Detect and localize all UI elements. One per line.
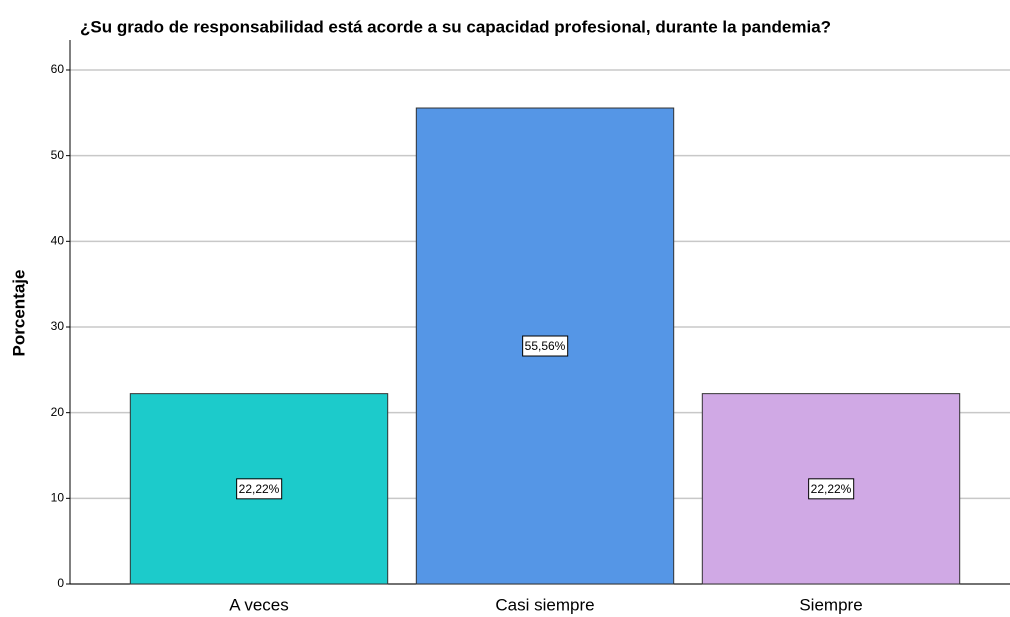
value-label-box bbox=[808, 478, 855, 500]
x-tick-label: A veces bbox=[229, 595, 289, 614]
y-tick-label: 10 bbox=[51, 491, 65, 505]
y-axis-label: Porcentaje bbox=[9, 270, 28, 357]
value-label: 22,22% bbox=[811, 482, 852, 496]
value-label: 55,56% bbox=[525, 339, 566, 353]
value-label-box bbox=[236, 478, 283, 500]
y-tick-label: 0 bbox=[57, 576, 64, 590]
value-label-box bbox=[522, 335, 569, 357]
y-tick-label: 20 bbox=[51, 405, 65, 419]
x-tick-label: Casi siempre bbox=[495, 595, 594, 614]
x-tick-label: Siempre bbox=[799, 595, 862, 614]
y-tick-label: 30 bbox=[51, 319, 65, 333]
value-label: 22,22% bbox=[239, 482, 280, 496]
chart-title: ¿Su grado de responsabilidad está acorde… bbox=[80, 17, 831, 36]
y-tick-label: 60 bbox=[51, 62, 65, 76]
y-tick-label: 40 bbox=[51, 233, 65, 247]
y-tick-label: 50 bbox=[51, 148, 65, 162]
